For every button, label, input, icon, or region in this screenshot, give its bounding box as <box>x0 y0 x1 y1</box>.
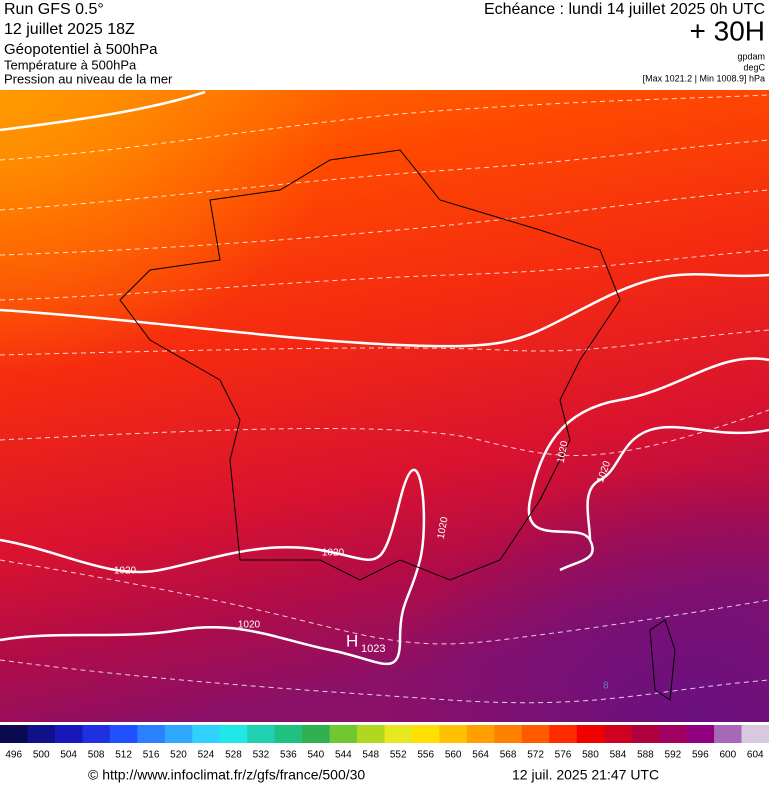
colorbar-cell <box>604 725 633 743</box>
subtitle: Pression au niveau de la mer <box>4 71 173 86</box>
colorbar-label: 580 <box>582 750 599 761</box>
pressure-isobars <box>0 90 769 666</box>
colorbar-label: 556 <box>417 750 434 761</box>
colorbar-label: 496 <box>5 750 22 761</box>
colorbar-label: 564 <box>472 750 489 761</box>
colorbar-label: 520 <box>170 750 187 761</box>
corsica-outline <box>649 619 676 701</box>
colorbar-cell <box>54 725 83 743</box>
isobar-label: 1020 <box>238 620 261 631</box>
colorbar-label: 524 <box>198 750 215 761</box>
colorbar-cell <box>247 725 276 743</box>
colorbar-cell <box>109 725 138 743</box>
header: Run GFS 0.5° 12 juillet 2025 18Z Géopote… <box>4 1 766 86</box>
colorbar-cell <box>219 725 248 743</box>
colorbar-cell <box>494 725 523 743</box>
colorbar-label: 560 <box>445 750 462 761</box>
colorbar-label: 600 <box>719 750 736 761</box>
unit: degC <box>743 62 765 72</box>
colorbar-cell <box>357 725 385 743</box>
colorbar-label: 500 <box>33 750 50 761</box>
colorbar-label: 504 <box>60 750 77 761</box>
colorbar-label: 508 <box>88 750 105 761</box>
colorbar-cell <box>82 725 111 743</box>
high-pressure-marker: H <box>346 631 358 650</box>
colorbar-cell <box>329 725 358 743</box>
source-url: © http://www.infoclimat.fr/z/gfs/france/… <box>88 767 365 783</box>
colorbar-cell <box>466 725 495 743</box>
colorbar-cell <box>521 725 550 743</box>
isobar-label: 1020 <box>322 548 345 559</box>
colorbar-cell <box>631 725 660 743</box>
colorbar-label: 604 <box>747 750 764 761</box>
colorbar-label: 596 <box>692 750 709 761</box>
colorbar-cell <box>411 725 440 743</box>
run: Run GFS 0.5° <box>4 1 104 18</box>
colorbar-label: 544 <box>335 750 352 761</box>
colorbar-cell <box>192 725 221 743</box>
colorbar-label: 528 <box>225 750 242 761</box>
colorbar-label: 588 <box>637 750 654 761</box>
colorbar: 496 500 504 508 512 516 520 524 528 532 536 540 544 5… <box>0 725 769 761</box>
isobar-label: 1020 <box>556 440 571 464</box>
title: Géopotentiel à 500hPa <box>4 41 158 58</box>
colorbar-label: 532 <box>253 750 270 761</box>
france-outline <box>119 149 621 581</box>
isobar-label: 1020 <box>114 566 137 577</box>
run-date: 12 juillet 2025 18Z <box>4 21 135 38</box>
high-pressure-value: 1023 <box>361 643 385 655</box>
subtitle: Température à 500hPa <box>4 57 137 72</box>
colorbar-cell <box>164 725 193 743</box>
colorbar-label: 568 <box>500 750 517 761</box>
colorbar-label: 576 <box>555 750 572 761</box>
timestamp: 12 juil. 2025 21:47 UTC <box>512 767 659 783</box>
colorbar-label: 592 <box>665 750 682 761</box>
unit: gpdam <box>737 51 765 61</box>
colorbar-cell <box>714 725 743 743</box>
colorbar-label: 584 <box>610 750 627 761</box>
map: 1020 1020 1020 1020 1020 1020 H 1023 8 <box>0 90 769 722</box>
colorbar-cell <box>274 725 303 743</box>
colorbar-label: 536 <box>280 750 297 761</box>
contour-labels: 1020 1020 1020 1020 1020 1020 H 1023 8 <box>114 440 613 692</box>
colorbar-cell <box>576 725 605 743</box>
colorbar-cell <box>659 725 688 743</box>
temperature-isolines <box>0 94 769 704</box>
colorbar-label: 552 <box>390 750 407 761</box>
colorbar-cell <box>741 725 769 743</box>
colorbar-cell <box>549 725 578 743</box>
colorbar-cell <box>384 725 413 743</box>
temperature-label: 8 <box>603 681 609 692</box>
footer: © http://www.infoclimat.fr/z/gfs/france/… <box>88 767 659 783</box>
colorbar-cell <box>439 725 468 743</box>
colorbar-cell <box>302 725 331 743</box>
colorbar-label: 548 <box>362 750 379 761</box>
colorbar-cell <box>0 725 28 743</box>
cold-area <box>0 90 769 722</box>
colorbar-label: 512 <box>115 750 132 761</box>
colorbar-cell <box>686 725 715 743</box>
lead-time: + 30H <box>690 15 766 46</box>
colorbar-label: 540 <box>307 750 324 761</box>
isobar-label: 1020 <box>436 516 451 540</box>
colorbar-label: 572 <box>527 750 544 761</box>
pressure-range: [Max 1021.2 | Min 1008.9] hPa <box>643 73 765 83</box>
forecast: Echéance : lundi 14 juillet 2025 0h UTC <box>484 1 765 18</box>
colorbar-cell <box>137 725 166 743</box>
colorbar-cell <box>27 725 56 743</box>
colorbar-label: 516 <box>143 750 160 761</box>
